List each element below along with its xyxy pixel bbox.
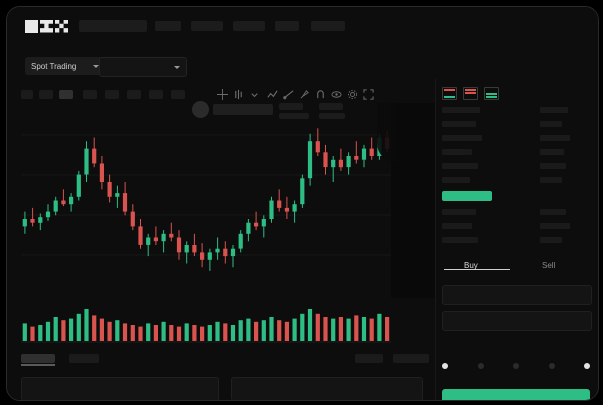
timeframe-button-7[interactable] xyxy=(149,90,163,99)
trade-tab-active-underline xyxy=(444,269,510,270)
timeframe-button-1[interactable] xyxy=(21,90,33,99)
orderbook-ask-row[interactable] xyxy=(442,177,470,183)
orderbook-trade-panel: Buy Sell xyxy=(435,79,596,400)
orderbook-bid-row[interactable] xyxy=(442,223,472,229)
orderbook-bid-qty xyxy=(540,223,570,229)
orderbook-view-toggle[interactable] xyxy=(442,87,499,100)
market-stat-2-value xyxy=(319,113,345,119)
bottom-panel-right[interactable] xyxy=(231,377,423,400)
bottom-panel-left[interactable] xyxy=(21,377,219,400)
settings-gear-icon[interactable] xyxy=(347,89,358,100)
sidebar-item-nav-1[interactable] xyxy=(155,21,181,31)
orderbook-ask-qty xyxy=(540,121,562,127)
trade-tabs: Buy Sell xyxy=(436,257,596,279)
chevron-down-icon[interactable] xyxy=(249,89,260,100)
slider-step-50[interactable] xyxy=(513,363,519,369)
chart-corner-mask xyxy=(377,103,397,163)
orderbook-bids-icon[interactable] xyxy=(484,87,499,100)
market-stat-1-value xyxy=(279,113,309,119)
orderbook-spread-highlight xyxy=(442,191,492,201)
orderbook-bid-qty xyxy=(540,237,562,243)
orderbook-ask-qty xyxy=(540,163,566,169)
chart-right-mask xyxy=(391,103,435,298)
volume-chart xyxy=(21,305,391,345)
price-chart[interactable] xyxy=(21,105,391,290)
orderbook-ask-qty xyxy=(540,107,568,113)
chart-tab-active-underline xyxy=(21,364,55,366)
pair-name-label xyxy=(213,104,273,115)
timeframe-button-4[interactable] xyxy=(83,90,97,99)
search-input[interactable] xyxy=(79,20,147,32)
timeframe-button-2[interactable] xyxy=(39,90,53,99)
chart-tab-1[interactable] xyxy=(21,354,55,363)
pair-select[interactable] xyxy=(99,57,187,77)
trading-mode-select[interactable]: Spot Trading xyxy=(25,57,105,75)
orderbook-ask-row[interactable] xyxy=(442,149,472,155)
candlestick-canvas xyxy=(21,128,391,271)
sidebar-item-nav-2[interactable] xyxy=(191,21,223,31)
tab-sell[interactable]: Sell xyxy=(542,261,556,270)
sidebar-item-nav-3[interactable] xyxy=(233,21,265,31)
coin-avatar xyxy=(192,101,209,118)
chevron-down-icon xyxy=(93,64,99,68)
trendline-icon[interactable] xyxy=(283,89,294,100)
crosshair-icon[interactable] xyxy=(217,89,228,100)
orderbook-bid-qty xyxy=(540,209,566,215)
chart-bottom-tabs xyxy=(21,352,431,366)
timeframe-button-5[interactable] xyxy=(105,90,119,99)
eye-icon[interactable] xyxy=(331,89,342,100)
market-stat-1 xyxy=(279,103,303,110)
submit-buy-button[interactable] xyxy=(442,389,590,400)
logo-block-x xyxy=(55,19,68,33)
orderbook-ask-row[interactable] xyxy=(442,163,478,169)
slider-step-25[interactable] xyxy=(477,363,484,369)
top-navigation-bar xyxy=(7,7,598,43)
okx-logo[interactable] xyxy=(25,19,69,33)
chevron-down-icon xyxy=(174,65,180,69)
sidebar-item-nav-4[interactable] xyxy=(275,21,299,31)
sidebar-item-nav-5[interactable] xyxy=(311,21,345,31)
orderbook-both-icon[interactable] xyxy=(442,87,457,100)
market-stat-2 xyxy=(319,103,343,110)
chart-tab-3[interactable] xyxy=(355,354,383,363)
volume-canvas xyxy=(21,309,391,343)
fullscreen-icon[interactable] xyxy=(363,89,374,100)
indicators-icon[interactable] xyxy=(267,89,278,100)
orderbook-bid-row[interactable] xyxy=(442,237,478,243)
slider-step-0[interactable] xyxy=(442,363,448,369)
slider-step-75[interactable] xyxy=(548,363,555,369)
orderbook-ask-row[interactable] xyxy=(442,135,482,141)
order-amount-field[interactable] xyxy=(442,311,592,331)
chart-tab-2[interactable] xyxy=(69,354,99,363)
orderbook-asks-icon[interactable] xyxy=(463,87,478,100)
chart-toolbar xyxy=(21,87,381,103)
chart-tab-4[interactable] xyxy=(393,354,429,363)
orderbook-ask-qty xyxy=(540,135,570,141)
timeframe-button-3[interactable] xyxy=(59,90,73,99)
timeframe-button-6[interactable] xyxy=(127,90,141,99)
orderbook-bid-row[interactable] xyxy=(442,209,476,215)
app-screen: Spot Trading xyxy=(7,7,598,400)
tab-buy[interactable]: Buy xyxy=(464,261,478,270)
brush-icon[interactable] xyxy=(299,89,310,100)
amount-slider[interactable] xyxy=(442,363,590,369)
orderbook-ask-row[interactable] xyxy=(442,107,480,113)
chart-type-bar-icon[interactable] xyxy=(233,89,244,100)
logo-block-o xyxy=(25,19,38,33)
timeframe-button-8[interactable] xyxy=(171,90,185,99)
magnet-icon[interactable] xyxy=(315,89,326,100)
slider-step-100[interactable] xyxy=(584,363,590,369)
orderbook-ask-qty xyxy=(540,149,564,155)
logo-block-k xyxy=(40,19,53,33)
orderbook-ask-row[interactable] xyxy=(442,121,476,127)
order-price-field[interactable] xyxy=(442,285,592,305)
device-frame: Spot Trading xyxy=(6,6,599,401)
orderbook-ask-qty xyxy=(540,177,562,183)
trading-mode-label: Spot Trading xyxy=(31,61,77,71)
